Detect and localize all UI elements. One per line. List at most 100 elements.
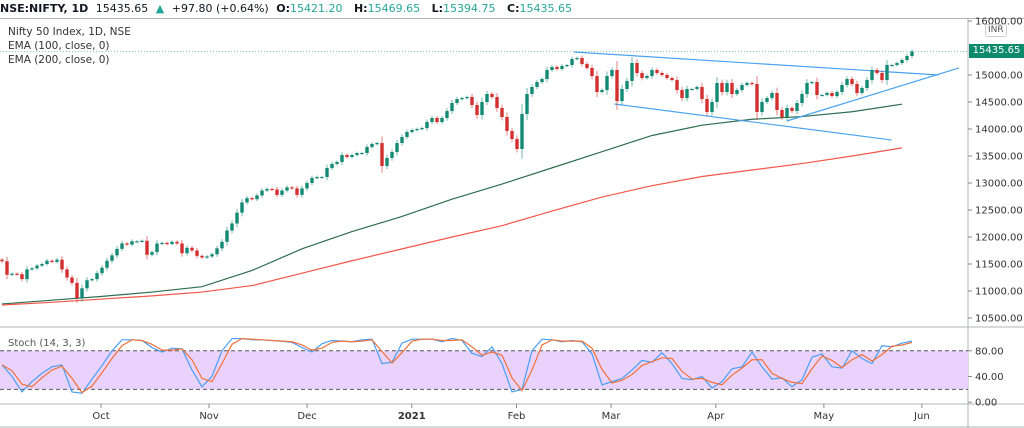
candle-up [695,86,699,89]
candle-up [625,80,629,89]
candle-up [90,279,94,281]
candle-down [730,82,734,95]
candle-down [475,105,479,116]
candle-down [615,69,619,102]
candle-up [430,117,434,122]
candle-down [295,188,299,195]
candle-up [215,248,219,255]
candle-up [10,273,14,275]
candle-up [605,76,609,91]
candle-up [650,69,654,77]
candle-up [30,268,34,270]
time-tick-label: May [814,411,835,422]
candle-down [555,67,559,70]
candle-up [545,69,549,79]
high-label: H: [353,2,368,15]
candle-up [115,248,119,256]
candle-up [390,151,394,158]
candle-up [570,59,574,66]
candle-up [540,78,544,83]
candle-up [335,161,339,164]
candle-down [640,73,644,79]
symbol-header: NSE:NIFTY, 1D 15435.65 ▲ +97.80 (+0.64%)… [0,0,1024,19]
candle-up [465,96,469,99]
candle-up [355,153,359,156]
candle-down [635,63,639,74]
close-value: 15435.65 [519,2,572,15]
symbol-name[interactable]: NSE:NIFTY, 1D [0,2,89,15]
candle-up [385,157,389,166]
candle-down [490,94,494,97]
candle-down [470,96,474,106]
candle-up [765,98,769,102]
candle-down [675,80,679,91]
candle-up [230,223,234,231]
open-label: O: [276,2,290,15]
candle-down [165,242,169,245]
candle-up [600,90,604,93]
candle-up [685,88,689,99]
candle-down [790,107,794,112]
candle-down [20,274,24,280]
candle-up [865,80,869,89]
candle-up [100,267,104,274]
stoch-tick-label: 80.00 [975,346,1004,357]
candle-up [795,103,799,112]
candle-up [840,84,844,93]
candle-down [755,84,759,112]
candle-up [445,111,449,118]
candle-up [120,243,124,249]
price-tick-label: 12000.00 [975,232,1023,243]
stoch-tick-label: 40.00 [975,372,1004,383]
candle-up [300,188,304,195]
legend-ema100[interactable]: EMA (100, close, 0) [8,40,110,52]
price-tick-label: 16000.00 [975,17,1023,28]
legend-stoch[interactable]: Stoch (14, 3, 3) [8,338,86,349]
candle-down [680,90,684,99]
price-tick-label: 15000.00 [975,71,1023,82]
candle-up [25,269,29,280]
candle-up [485,94,489,102]
candle-up [395,143,399,152]
candle-up [690,88,694,91]
candle-down [700,86,704,100]
candle-up [95,273,99,280]
candle-up [330,163,334,168]
candle-up [85,280,89,289]
candle-up [835,92,839,97]
legend-ema200[interactable]: EMA (200, close, 0) [8,54,110,66]
candle-up [810,82,814,84]
candle-up [575,57,579,60]
candle-up [365,146,369,154]
candle-down [855,84,859,93]
currency-label[interactable]: INR [985,24,1007,37]
candle-up [910,51,914,56]
last-price: 15435.65 [95,2,149,15]
candle-up [105,260,109,268]
candle-up [240,202,244,213]
candle-up [150,252,154,255]
candle-down [850,78,854,85]
candle-up [520,113,524,149]
ema100-line [1,103,903,305]
candle-down [435,117,439,122]
candle-up [645,76,649,79]
candle-up [420,128,424,130]
candle-up [760,101,764,112]
candle-down [590,67,594,77]
candle-up [535,82,539,87]
candle-up [80,288,84,299]
candle-up [525,94,529,114]
candle-down [750,82,754,85]
candle-down [515,138,519,149]
price-change: +97.80 (+0.64%) [171,2,269,15]
candle-down [180,243,184,254]
candle-up [210,254,214,257]
candle-down [655,69,659,74]
legend-title[interactable]: Nifty 50 Index, 1D, NSE [8,26,131,38]
price-tick-label: 14500.00 [975,97,1023,108]
candle-up [460,98,464,100]
time-tick-label: Mar [602,411,622,422]
candle-down [290,187,294,189]
